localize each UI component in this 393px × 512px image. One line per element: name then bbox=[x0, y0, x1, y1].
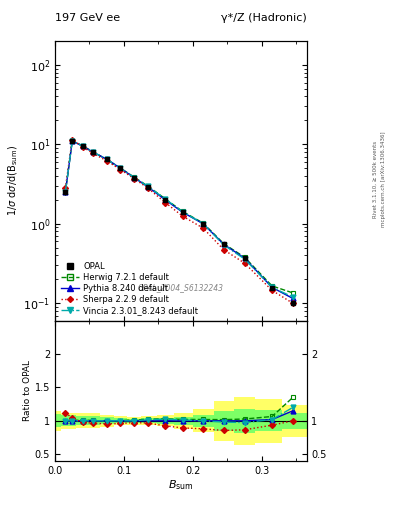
Text: mcplots.cern.ch [arXiv:1306.3436]: mcplots.cern.ch [arXiv:1306.3436] bbox=[381, 132, 386, 227]
Y-axis label: Ratio to OPAL: Ratio to OPAL bbox=[23, 360, 32, 421]
Text: γ*/Z (Hadronic): γ*/Z (Hadronic) bbox=[221, 13, 307, 23]
Text: Rivet 3.1.10, ≥ 500k events: Rivet 3.1.10, ≥ 500k events bbox=[373, 141, 378, 218]
Legend: OPAL, Herwig 7.2.1 default, Pythia 8.240 default, Sherpa 2.2.9 default, Vincia 2: OPAL, Herwig 7.2.1 default, Pythia 8.240… bbox=[59, 260, 200, 317]
Text: OPAL_2004_S6132243: OPAL_2004_S6132243 bbox=[138, 283, 224, 292]
X-axis label: $B_\mathregular{sum}$: $B_\mathregular{sum}$ bbox=[168, 478, 194, 492]
Y-axis label: 1/$\sigma$ d$\sigma$/d(B$_\mathregular{sum}$): 1/$\sigma$ d$\sigma$/d(B$_\mathregular{s… bbox=[7, 145, 20, 217]
Text: 197 GeV ee: 197 GeV ee bbox=[55, 13, 120, 23]
